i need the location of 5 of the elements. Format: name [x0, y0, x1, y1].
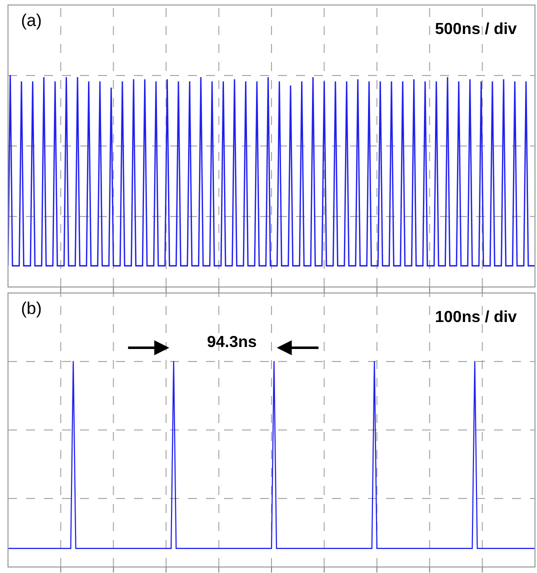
text: 500ns / div: [435, 21, 517, 38]
text: (a): [21, 11, 42, 30]
text: (b): [21, 299, 42, 318]
text: 100ns / div: [435, 309, 517, 326]
text: 94.3ns: [207, 334, 257, 351]
